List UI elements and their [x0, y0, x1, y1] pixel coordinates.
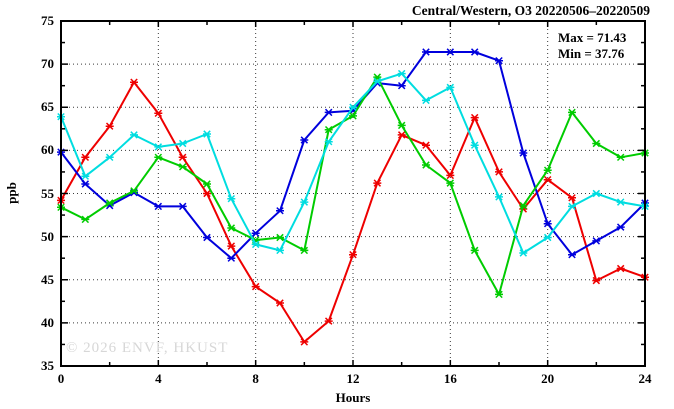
- min-value-annotation: Min = 37.76: [558, 46, 625, 61]
- y-tick-label: 50: [41, 228, 54, 244]
- x-tick-label: 20: [541, 371, 555, 386]
- axis-ticks: [60, 20, 646, 367]
- y-tick-label: 65: [41, 99, 54, 115]
- series-cyan: [57, 69, 649, 257]
- y-tick-label: 60: [41, 142, 54, 158]
- chart-title: Central/Western, O3 20220506–20220509: [411, 3, 650, 18]
- y-tick-label: 40: [41, 314, 54, 330]
- y-tick-label: 55: [41, 185, 54, 201]
- x-tick-label: 0: [57, 371, 65, 386]
- x-tick-label: 4: [155, 371, 162, 386]
- y-tick-label: 75: [41, 13, 54, 28]
- x-tick-label: 16: [443, 371, 457, 386]
- x-tick-label: 8: [252, 371, 259, 386]
- max-value-annotation: Max = 71.43: [558, 30, 627, 45]
- x-axis-title: Hours: [335, 390, 371, 405]
- gridlines: [61, 21, 645, 366]
- y-tick-label: 35: [41, 358, 54, 373]
- y-tick-label: 70: [41, 56, 54, 72]
- x-tick-label: 24: [638, 371, 652, 386]
- x-tick-label: 12: [346, 371, 360, 386]
- watermark: © 2026 ENVF, HKUST: [66, 340, 229, 356]
- y-tick-label: 45: [41, 271, 54, 287]
